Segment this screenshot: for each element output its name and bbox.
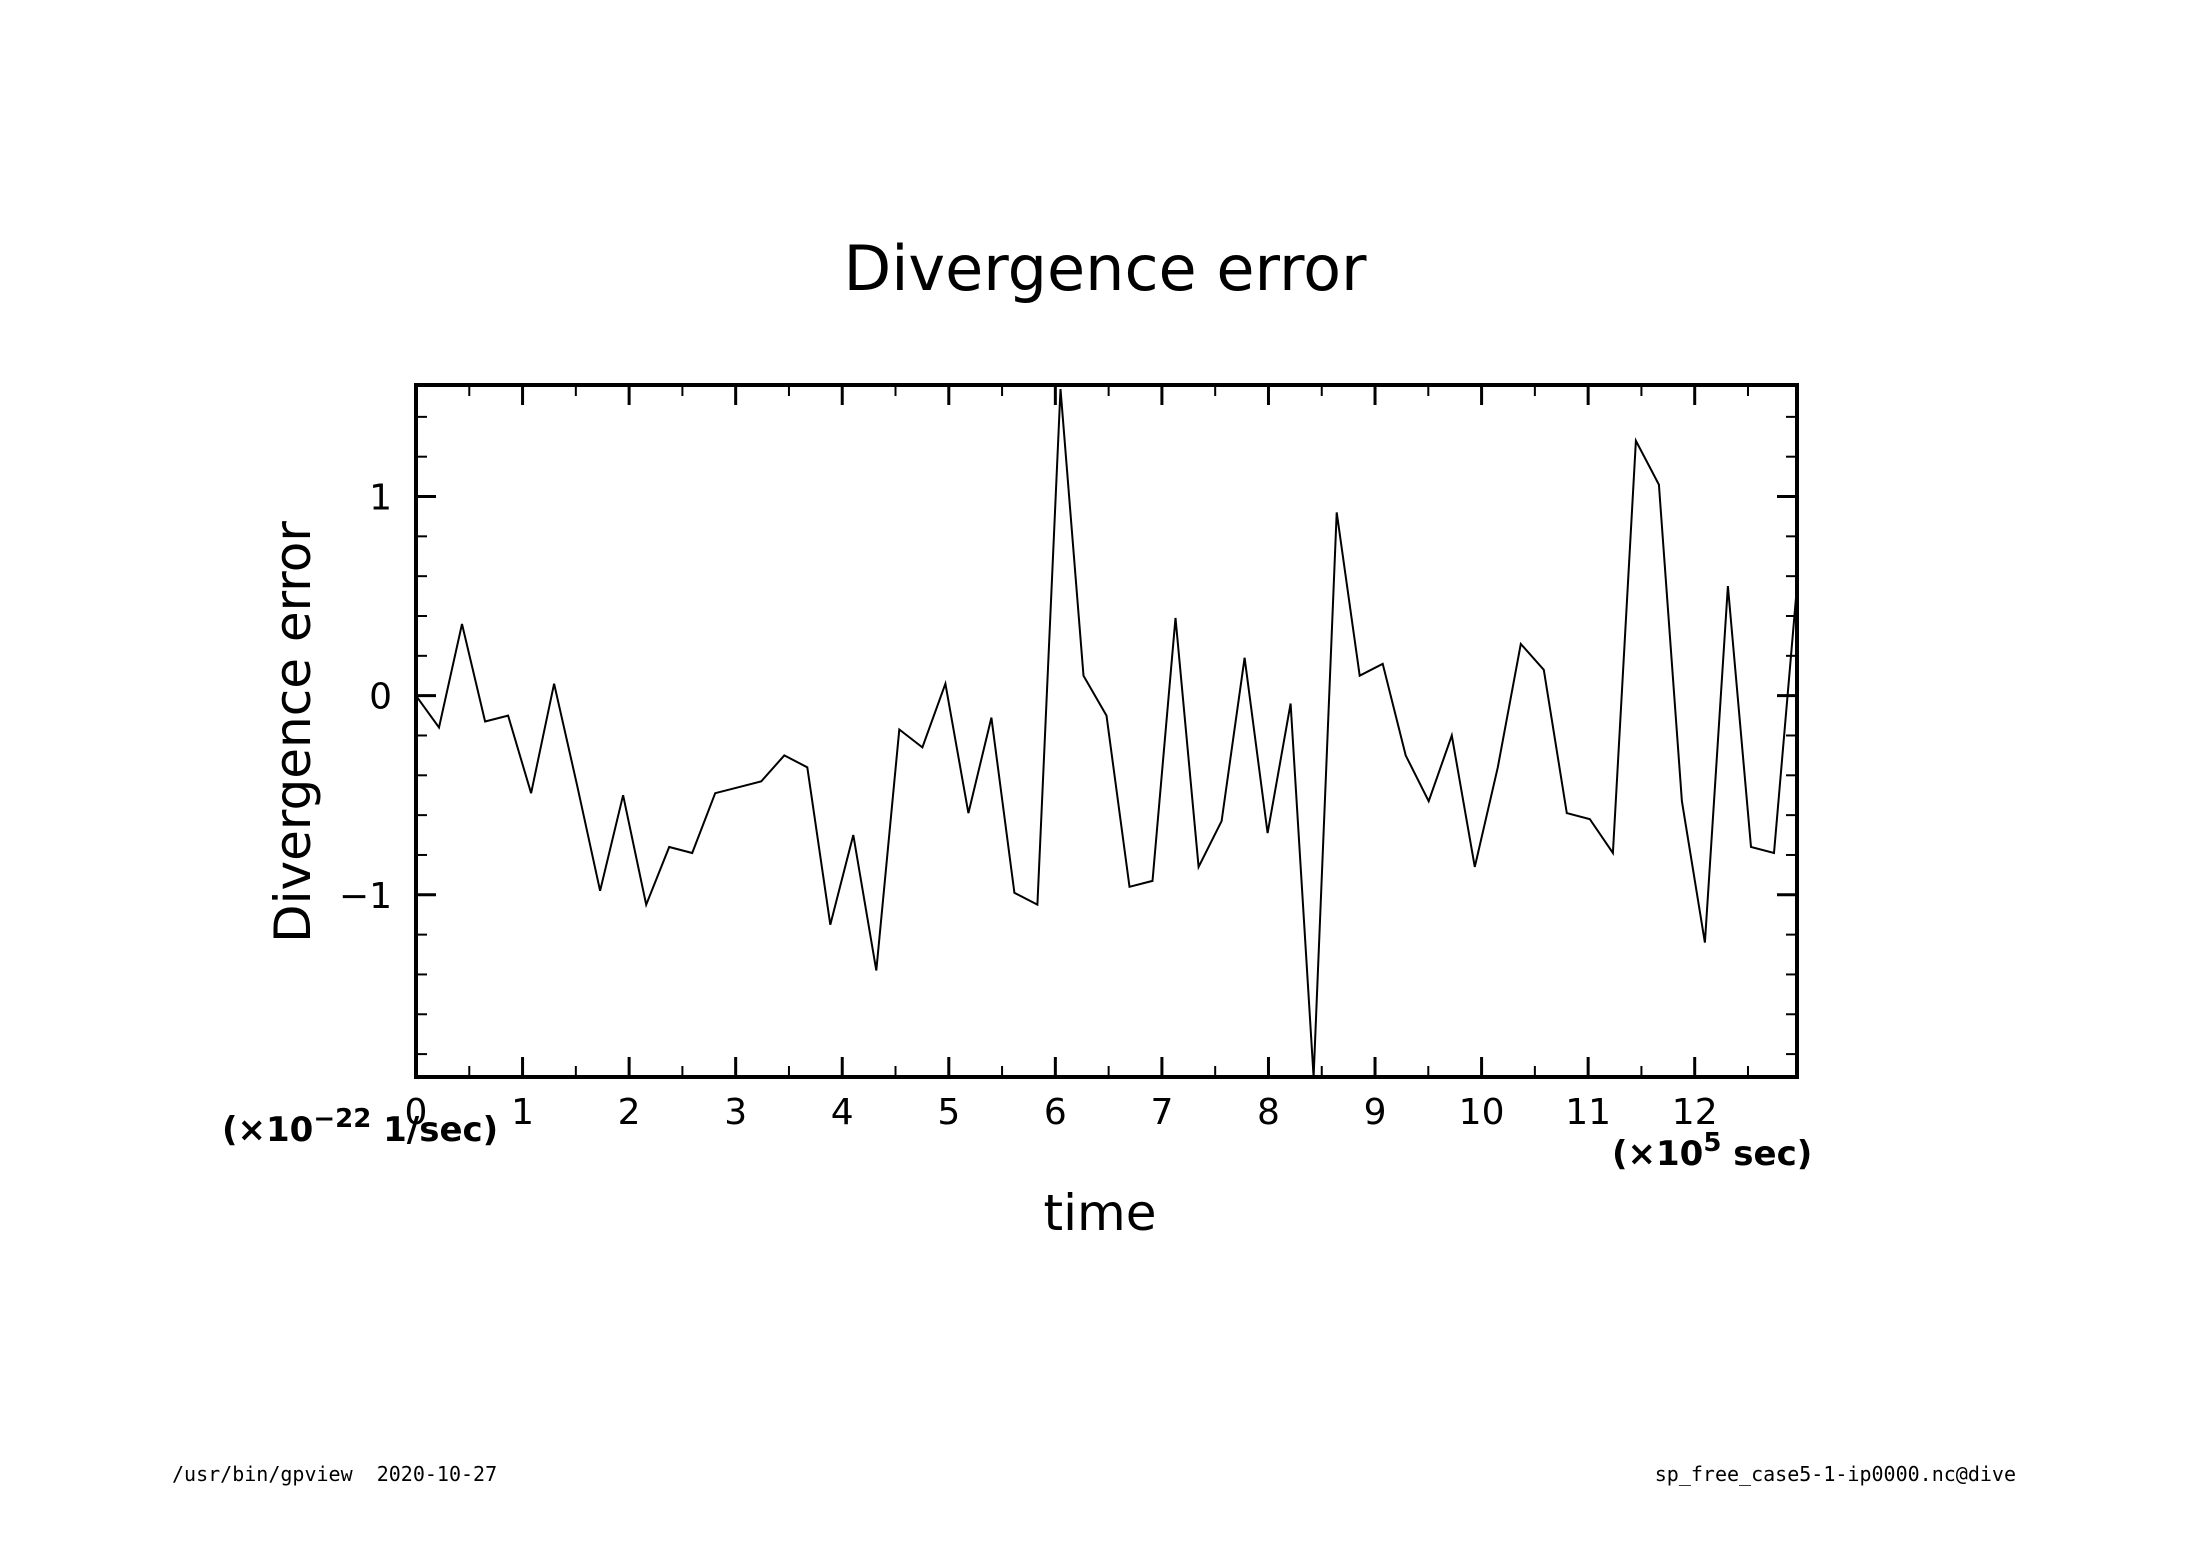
y-tick-label: 1 — [369, 478, 392, 519]
data-line — [416, 388, 1797, 1077]
x-unit-prefix: (×10 — [1612, 1134, 1703, 1174]
x-tick-label: 12 — [1672, 1092, 1718, 1133]
y-unit-exponent: −22 — [313, 1104, 371, 1134]
x-tick-label: 8 — [1257, 1092, 1280, 1133]
x-axis-label: time — [1044, 1184, 1157, 1242]
x-tick-label: 11 — [1565, 1092, 1611, 1133]
plot-frame — [414, 383, 1799, 1079]
chart-title: Divergence error — [843, 232, 1367, 305]
x-tick-label: 0 — [405, 1092, 428, 1133]
footer-right: sp_free_case5-1-ip0000.nc@dive — [1655, 1462, 2016, 1486]
x-tick-label: 1 — [511, 1092, 534, 1133]
x-tick-label: 9 — [1364, 1092, 1387, 1133]
x-unit-label: (×105 sec) — [1612, 1128, 1812, 1174]
plot-area: 0 1 2 3 4 5 6 7 8 9 10 11 12−101 — [339, 383, 1799, 1133]
x-unit-exponent: 5 — [1703, 1128, 1721, 1158]
x-tick-label: 2 — [618, 1092, 641, 1133]
x-tick-label: 4 — [831, 1092, 854, 1133]
y-unit-prefix: (×10 — [222, 1110, 313, 1150]
y-axis-label: Divergence error — [264, 521, 322, 943]
footer-left: /usr/bin/gpview 2020-10-27 — [172, 1462, 497, 1486]
y-tick-label: −1 — [339, 876, 392, 917]
y-unit-label: (×10−22 1/sec) — [222, 1104, 498, 1150]
y-unit-suffix: 1/sec) — [371, 1110, 498, 1150]
x-tick-label: 10 — [1459, 1092, 1505, 1133]
x-tick-label: 6 — [1044, 1092, 1067, 1133]
x-tick-label: 3 — [724, 1092, 747, 1133]
x-tick-label: 7 — [1150, 1092, 1173, 1133]
y-tick-label: 0 — [369, 677, 392, 718]
x-tick-label: 5 — [937, 1092, 960, 1133]
x-unit-suffix: sec) — [1721, 1134, 1812, 1174]
